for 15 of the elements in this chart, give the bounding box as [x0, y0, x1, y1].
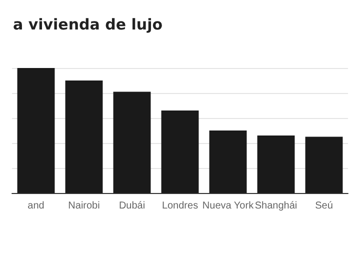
x-tick-label: Nairobi — [68, 200, 100, 212]
x-tick-label: Dubái — [118, 200, 146, 212]
x-tick-label: Nueva York — [202, 200, 255, 212]
chart-title: a vivienda de lujo — [13, 16, 163, 34]
x-tick-label: Seú — [315, 200, 333, 212]
bar — [161, 110, 199, 193]
bar — [257, 136, 295, 193]
bar — [17, 68, 55, 193]
x-tick-label: and — [28, 200, 44, 212]
x-tick-label: Londres — [162, 200, 198, 212]
bar — [305, 136, 343, 193]
x-tick-label: Shanghái — [254, 200, 298, 212]
bar — [113, 92, 151, 193]
bar — [209, 130, 247, 193]
bar — [65, 80, 103, 193]
